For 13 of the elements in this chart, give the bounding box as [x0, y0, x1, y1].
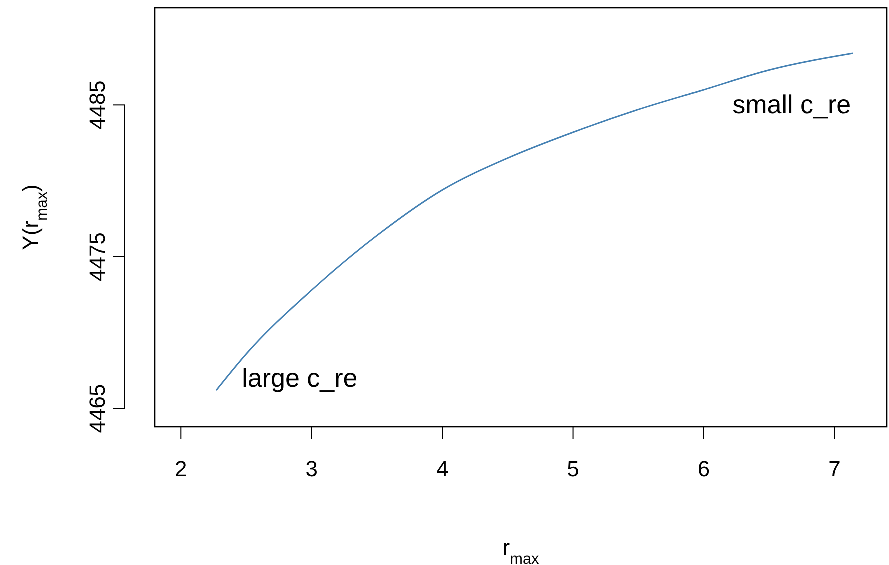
- y-tick-label: 4485: [85, 80, 110, 130]
- x-tick-label: 2: [175, 456, 188, 482]
- y-tick-label: 4465: [85, 384, 110, 434]
- x-tick-label: 5: [567, 456, 580, 482]
- annotation: large c_re: [242, 363, 358, 394]
- x-tick-label: 4: [436, 456, 449, 482]
- annotation: small c_re: [732, 89, 852, 120]
- y-tick-label: 4475: [85, 232, 110, 282]
- x-tick-label: 6: [698, 456, 710, 482]
- x-tick-label: 3: [306, 456, 318, 482]
- x-tick-label: 7: [828, 456, 841, 482]
- x-axis-title: r$_{max}$: [502, 535, 540, 565]
- line-series: [216, 52, 854, 392]
